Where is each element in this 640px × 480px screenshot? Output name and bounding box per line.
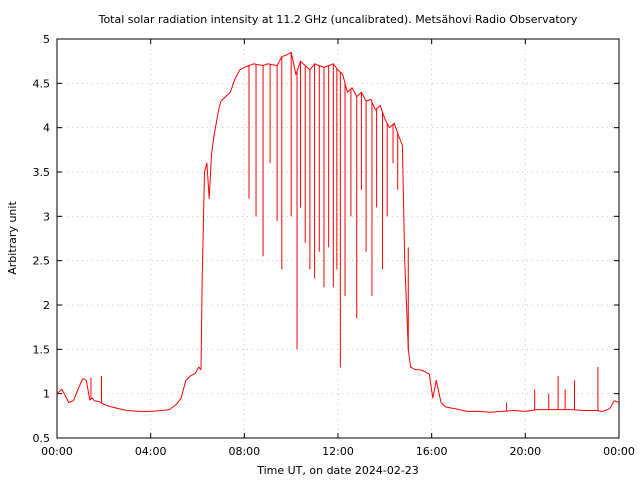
y-tick-label: 5 <box>43 33 50 46</box>
x-tick-label: 08:00 <box>228 445 260 458</box>
y-tick-label: 1.5 <box>33 343 51 356</box>
series-line <box>56 51 620 413</box>
y-tick-label: 4.5 <box>33 77 51 90</box>
y-tick-label: 1 <box>43 388 50 401</box>
axis-ticks <box>56 38 620 439</box>
x-tick-label: 00:00 <box>41 445 73 458</box>
x-axis-label: Time UT, on date 2024-02-23 <box>256 464 419 477</box>
y-tick-label: 2 <box>43 299 50 312</box>
y-tick-label: 4 <box>43 122 50 135</box>
y-tick-label: 0.5 <box>33 432 51 445</box>
y-tick-label: 3.5 <box>33 166 51 179</box>
x-tick-label: 12:00 <box>322 445 354 458</box>
x-tick-label: 16:00 <box>416 445 448 458</box>
tick-labels: 00:00 04:00 08:00 12:00 16:00 20:00 00:000.511… <box>33 33 635 458</box>
y-tick-label: 2.5 <box>33 255 51 268</box>
grid <box>57 39 619 438</box>
x-tick-label: 00:00 <box>603 445 635 458</box>
plot-area <box>56 38 620 439</box>
x-tick-label: 04:00 <box>135 445 167 458</box>
series-group <box>56 51 620 413</box>
x-tick-label: 20:00 <box>509 445 541 458</box>
chart-title: Total solar radiation intensity at 11.2 … <box>98 13 578 26</box>
y-tick-label: 3 <box>43 210 50 223</box>
y-axis-label: Arbitrary unit <box>6 201 19 275</box>
